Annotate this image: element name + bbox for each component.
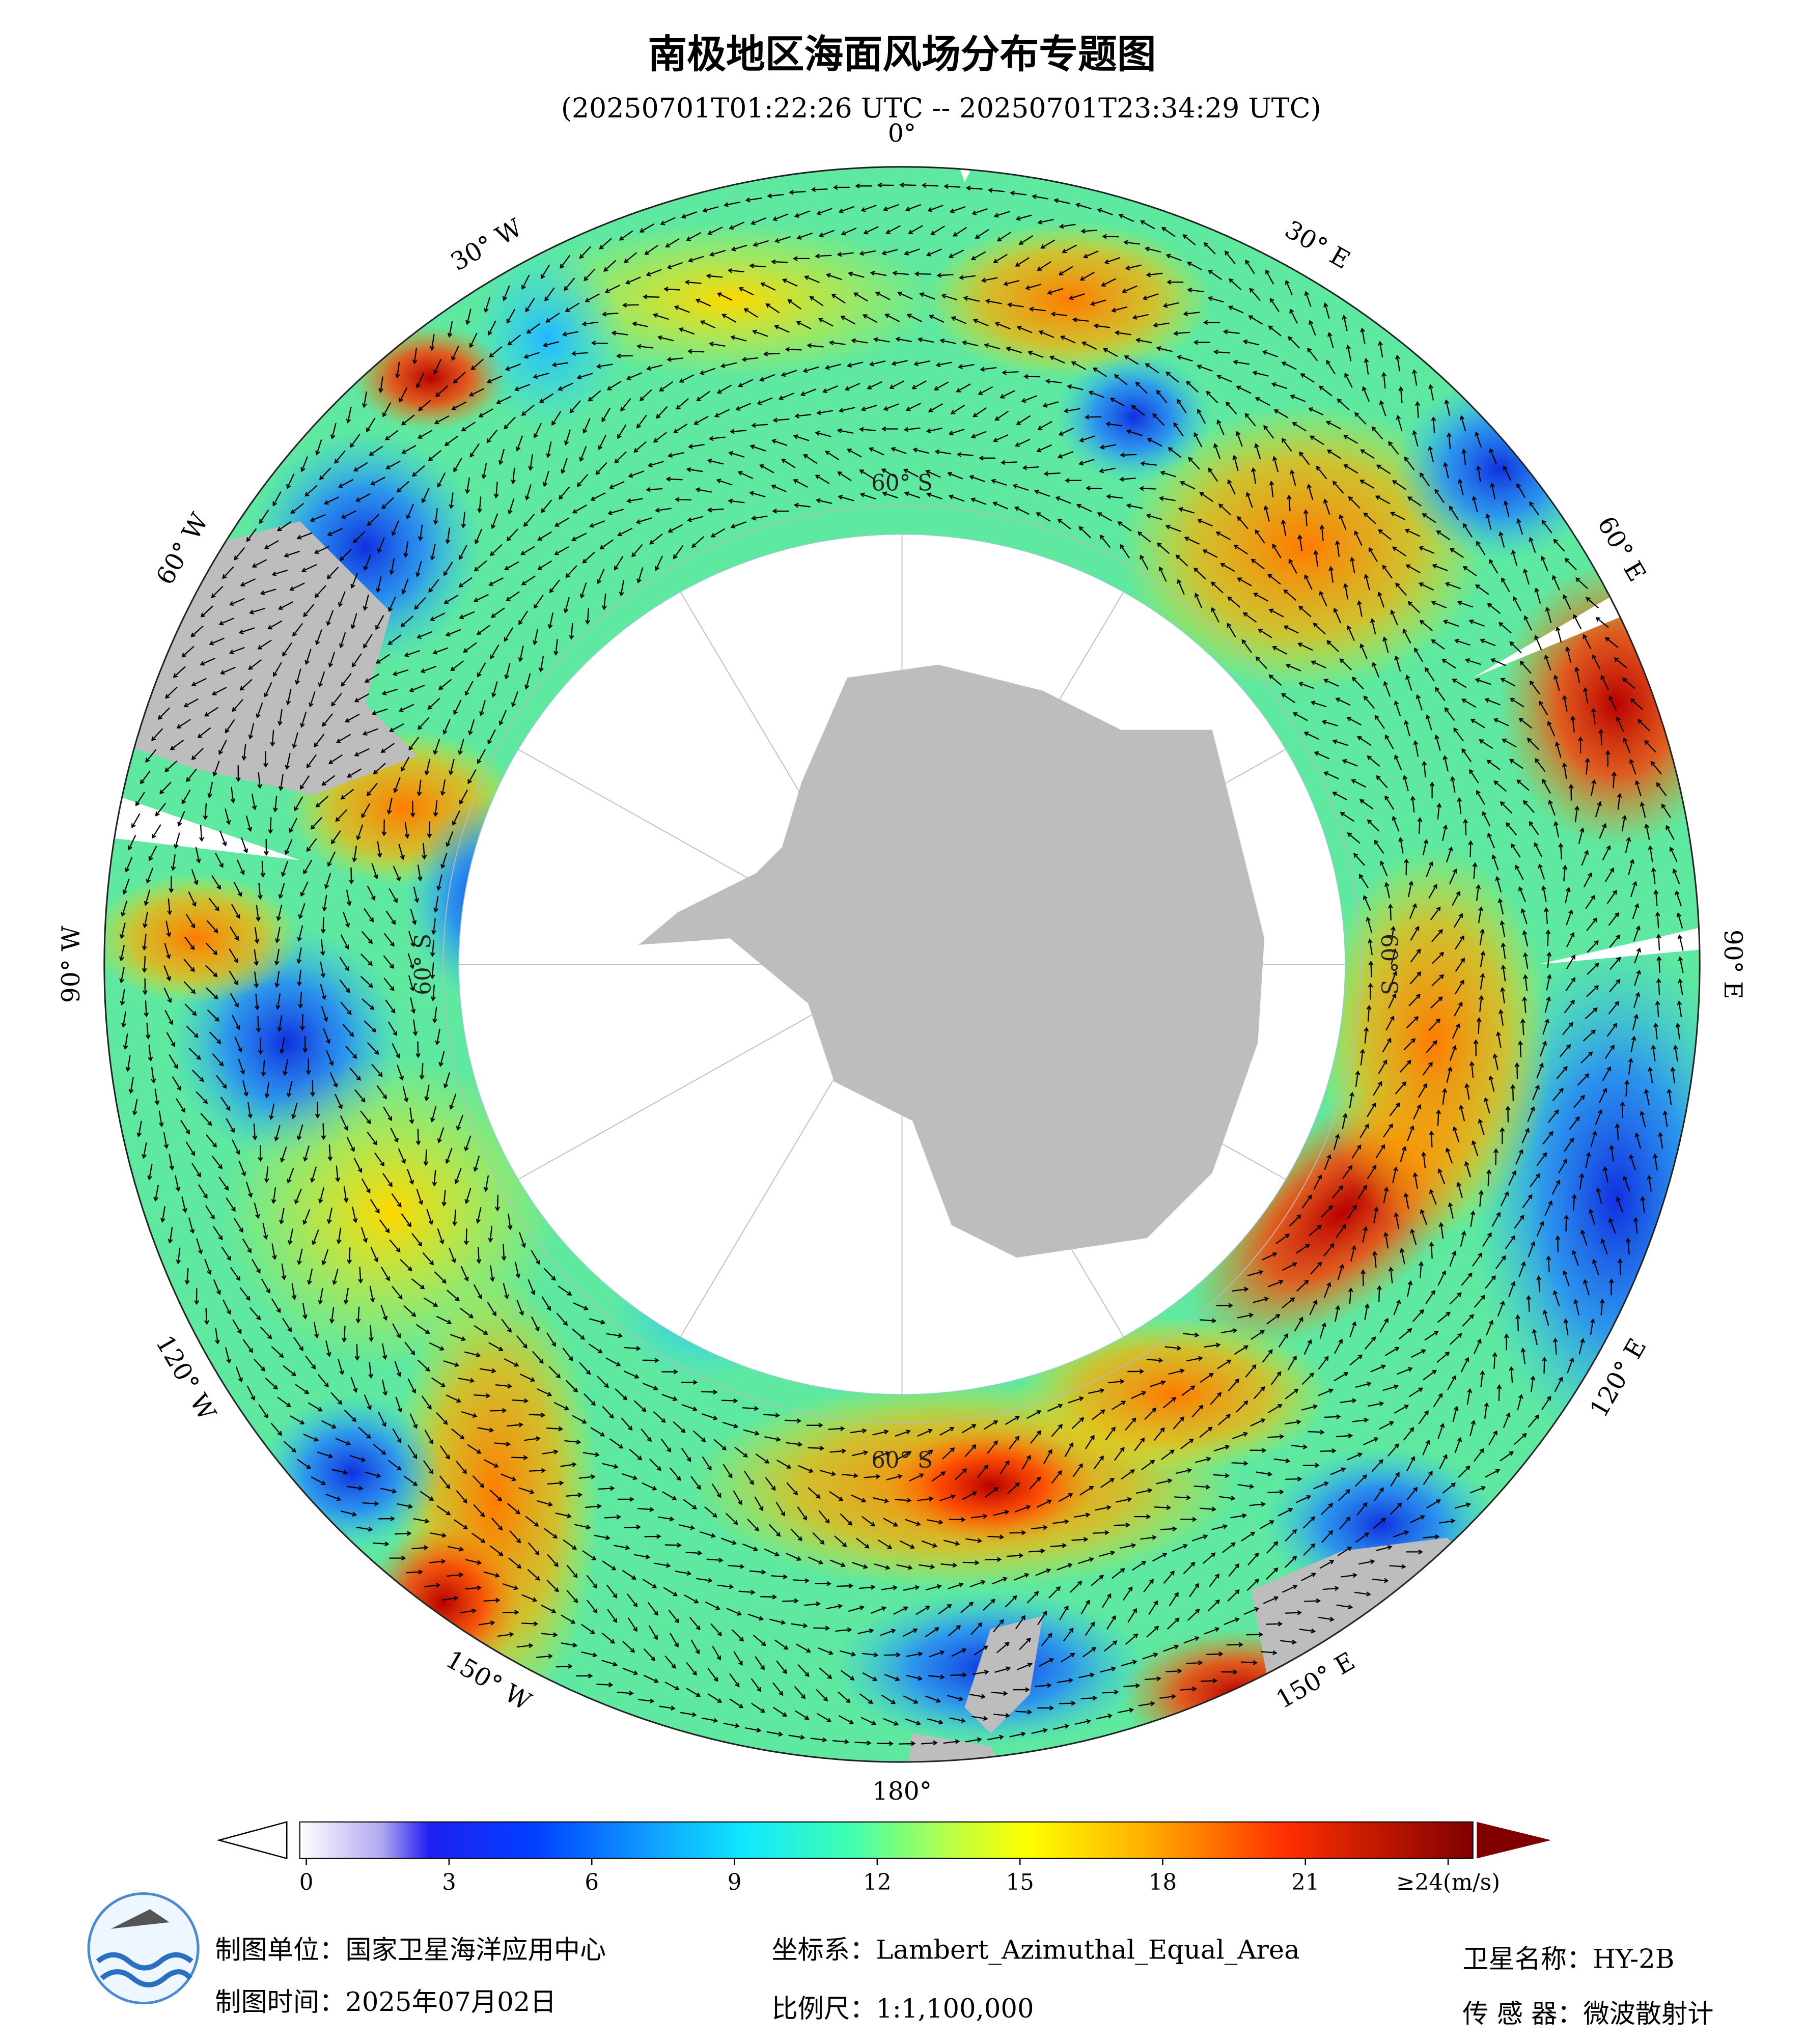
colorbar-tick-label: 9 <box>728 1870 742 1895</box>
longitude-label: 90° E <box>1718 930 1747 999</box>
logo <box>87 1892 200 2005</box>
colorbar-tick-label: ≥24(m/s) <box>1396 1870 1500 1895</box>
colorbar-under <box>216 1821 288 1860</box>
latitude-label: 60° S <box>871 470 933 496</box>
colorbar-tick-label: 15 <box>1006 1870 1034 1895</box>
colorbar-ramp <box>299 1821 1474 1859</box>
latitude-labels: 60° S 60° S 60° S 60° S <box>411 470 1401 1473</box>
colorbar-tick-label: 18 <box>1149 1870 1177 1895</box>
crs: 坐标系：Lambert_Azimuthal_Equal_Area <box>772 1935 1300 1966</box>
wind-arrows <box>119 182 1684 1746</box>
satellite: 卫星名称：HY-2B <box>1462 1944 1674 1974</box>
map-unit: 制图单位：国家卫星海洋应用中心 <box>215 1935 606 1966</box>
latitude-label: 60° S <box>871 1448 933 1473</box>
colorbar-tick-label: 3 <box>442 1870 456 1895</box>
colorbar-tick-label: 21 <box>1291 1870 1319 1895</box>
footer: 制图单位：国家卫星海洋应用中心 制图时间：2025年07月02日 坐标系：Lam… <box>215 1935 1713 2029</box>
subtitle: (20250701T01:22:26 UTC -- 20250701T23:34… <box>561 92 1321 124</box>
map-scale: 比例尺：1:1,100,000 <box>772 1994 1034 2024</box>
antarctica <box>639 664 1265 1258</box>
colorbar-tick-label: 0 <box>299 1870 314 1895</box>
latitude-label: 60° S <box>1376 934 1401 995</box>
longitude-label: 30° E <box>1280 215 1355 275</box>
colorbar-tick-label: 6 <box>585 1870 599 1895</box>
longitude-label: 180° <box>872 1777 932 1806</box>
colorbar-over <box>1477 1822 1551 1859</box>
title: 南极地区海面风场分布专题图 <box>648 32 1156 77</box>
map-date: 制图时间：2025年07月02日 <box>215 1987 556 2018</box>
map-border <box>103 166 1701 1763</box>
parallel <box>442 505 1362 1424</box>
longitude-label: 60° E <box>1592 512 1651 586</box>
latitude-label: 60° S <box>411 934 436 995</box>
longitude-label: 0° <box>888 120 916 148</box>
longitude-label: 90° W <box>57 926 86 1003</box>
sensor: 传 感 器：微波散射计 <box>1462 1999 1713 2029</box>
colorbar-tick-label: 12 <box>863 1870 891 1895</box>
colorbar: 0 3 6 9 12 15 18 21 ≥24(m/s) <box>216 1821 1551 1895</box>
